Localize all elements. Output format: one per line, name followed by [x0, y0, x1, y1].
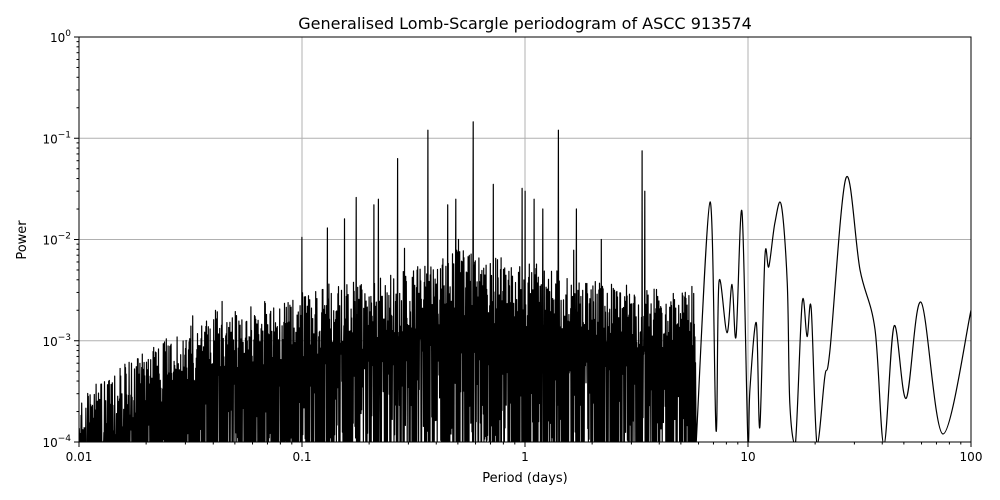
x-tick-label: 0.01	[66, 450, 93, 464]
y-tick-label: 10−1	[42, 130, 71, 146]
x-tick-label: 100	[960, 450, 983, 464]
x-axis-label: Period (days)	[482, 471, 568, 486]
axis-ticks: 0.01 0.1 1 10 100 10−4 10−3 10−2 10−1 100	[42, 29, 982, 464]
x-tick-label: 10	[740, 450, 755, 464]
y-axis-label: Power	[15, 220, 30, 260]
x-tick-label: 1	[521, 450, 529, 464]
y-tick-label: 10−3	[42, 333, 71, 349]
y-tick-label: 100	[50, 29, 71, 45]
chart-title: Generalised Lomb-Scargle periodogram of …	[298, 14, 752, 33]
periodogram-line	[79, 121, 971, 442]
y-tick-label: 10−4	[42, 434, 71, 450]
x-tick-label: 0.1	[292, 450, 311, 464]
y-tick-label: 10−2	[42, 232, 71, 248]
